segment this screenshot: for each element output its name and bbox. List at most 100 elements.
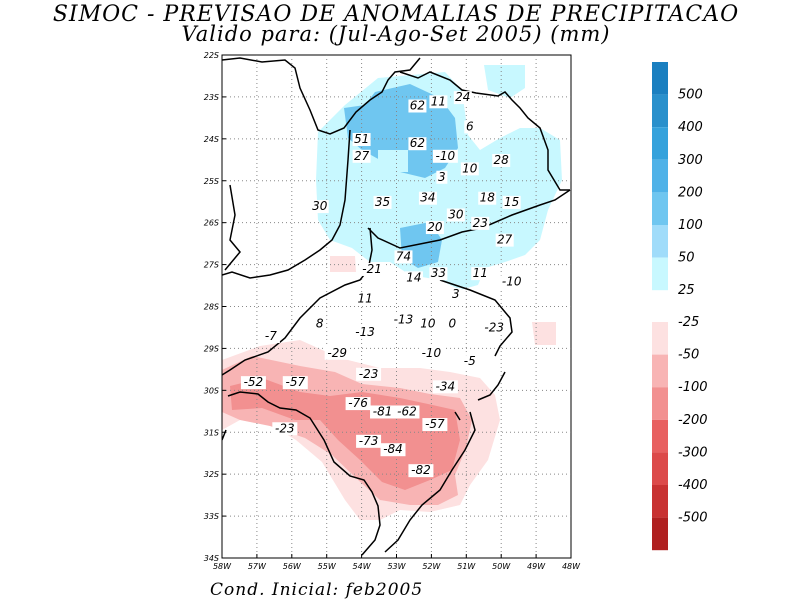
value-label-bg [478,191,497,205]
anomaly-value: -84 [383,442,403,456]
lon-tick-label: 54W [353,562,372,571]
anomaly-value: -76 [348,396,368,410]
anomaly-value: 30 [312,199,328,213]
value-label-bg [460,355,479,369]
value-label-bg [464,120,476,134]
colorbar: 500 400 300 200 100 50 25 -25 -50 -100 -200 -300 -40… [652,62,708,551]
colorbar-label: -50 [678,348,699,363]
value-label-bg [408,137,427,151]
anomaly-value: 30 [448,207,464,221]
anomaly-value: -57 [285,375,305,389]
value-label-bg [356,367,382,381]
anomaly-value: 11 [473,266,488,280]
lat-tick-label: 28S [204,303,219,312]
value-label-bg [282,376,308,390]
positive-anomaly-area [378,150,408,172]
value-label-bg [356,292,375,306]
anomaly-value: 35 [375,195,390,209]
value-label-bg [370,405,396,419]
anomaly-value: -13 [394,312,414,326]
colorbar-swatch-negative [652,419,668,453]
lon-tick-label: 56W [283,562,302,571]
value-label-bg [390,313,416,327]
colorbar-label: -200 [678,413,708,428]
anomaly-value: -52 [244,375,264,389]
colorbar-swatch-negative [652,322,668,355]
value-label-bg [380,443,406,457]
anomaly-value: -23 [275,421,295,435]
value-label-bg [471,216,490,230]
colorbar-swatch-negative [652,517,668,551]
colorbar-swatch-negative [652,387,668,420]
anomaly-value: 62 [410,98,425,112]
anomaly-value: -10 [436,149,456,163]
lat-tick-label: 26S [204,219,219,228]
value-label-bg [432,149,458,163]
value-label-bg [499,275,525,289]
colorbar-label: 200 [678,185,703,200]
lon-tick-label: 48W [562,562,581,571]
colorbar-swatch-positive [652,127,668,160]
colorbar-label: -100 [678,380,708,395]
colorbar-label: -25 [678,315,699,330]
value-label-bg [446,317,458,331]
anomaly-value: 14 [406,270,421,284]
lat-tick-label: 33S [204,512,219,521]
value-label-bg [404,271,423,285]
anomaly-value: 11 [357,291,372,305]
lat-tick-label: 29S [204,344,219,353]
anomaly-value: 6 [466,119,474,133]
anomaly-value: -81 [373,404,393,418]
anomaly-value: -10 [502,275,522,289]
negative-anomaly-area [330,256,356,272]
lon-tick-label: 52W [422,562,441,571]
colorbar-label: 50 [678,251,695,266]
value-label-bg [450,288,462,302]
colorbar-swatch-negative [652,354,668,388]
value-label-bg [471,267,490,281]
colorbar-label: -500 [678,511,708,526]
value-label-bg [460,162,479,176]
anomaly-value: -29 [327,346,347,360]
colorbar-swatch-positive [652,257,668,291]
value-label-bg [425,221,444,235]
value-label-bg [429,95,448,109]
value-label-bg [408,99,427,113]
anomaly-value: -82 [411,463,431,477]
colorbar-swatch-positive [652,159,668,193]
lon-tick-label: 55W [318,562,337,571]
value-label-bg [310,200,329,214]
anomaly-value: -5 [464,354,476,368]
positive-anomaly-area [484,65,525,98]
value-label-bg [359,262,385,276]
lon-tick-label: 49W [527,562,546,571]
value-label-bg [324,346,350,360]
value-label-bg [418,346,444,360]
anomaly-value: -10 [422,346,442,360]
colorbar-swatch-positive [652,94,668,128]
lat-tick-label: 34S [204,554,219,563]
value-label-bg [352,149,371,163]
colorbar-label: 500 [678,88,703,103]
lon-tick-label: 57W [248,562,267,571]
value-label-bg [240,376,266,390]
anomaly-value: 23 [473,216,488,230]
value-label-bg [272,422,298,436]
anomaly-value: 27 [354,149,370,163]
colorbar-swatch-positive [652,62,668,95]
value-label-bg [495,233,514,247]
anomaly-value: 11 [431,94,446,108]
value-label-bg [418,191,437,205]
negative-anomaly-area [532,322,556,345]
anomaly-value: 62 [410,136,425,150]
anomaly-value: -62 [397,404,417,418]
anomaly-value: -7 [265,329,277,343]
anomaly-value: 3 [452,287,460,301]
colorbar-label: -300 [678,445,708,460]
value-label-bg [352,325,378,339]
map-title: SIMOC - PREVISAO DE ANOMALIAS DE PRECIPI… [52,2,740,27]
initial-condition-label: Cond. Inicial: feb2005 [210,580,424,600]
anomaly-value: 34 [420,191,435,205]
anomaly-value: -23 [484,321,504,335]
